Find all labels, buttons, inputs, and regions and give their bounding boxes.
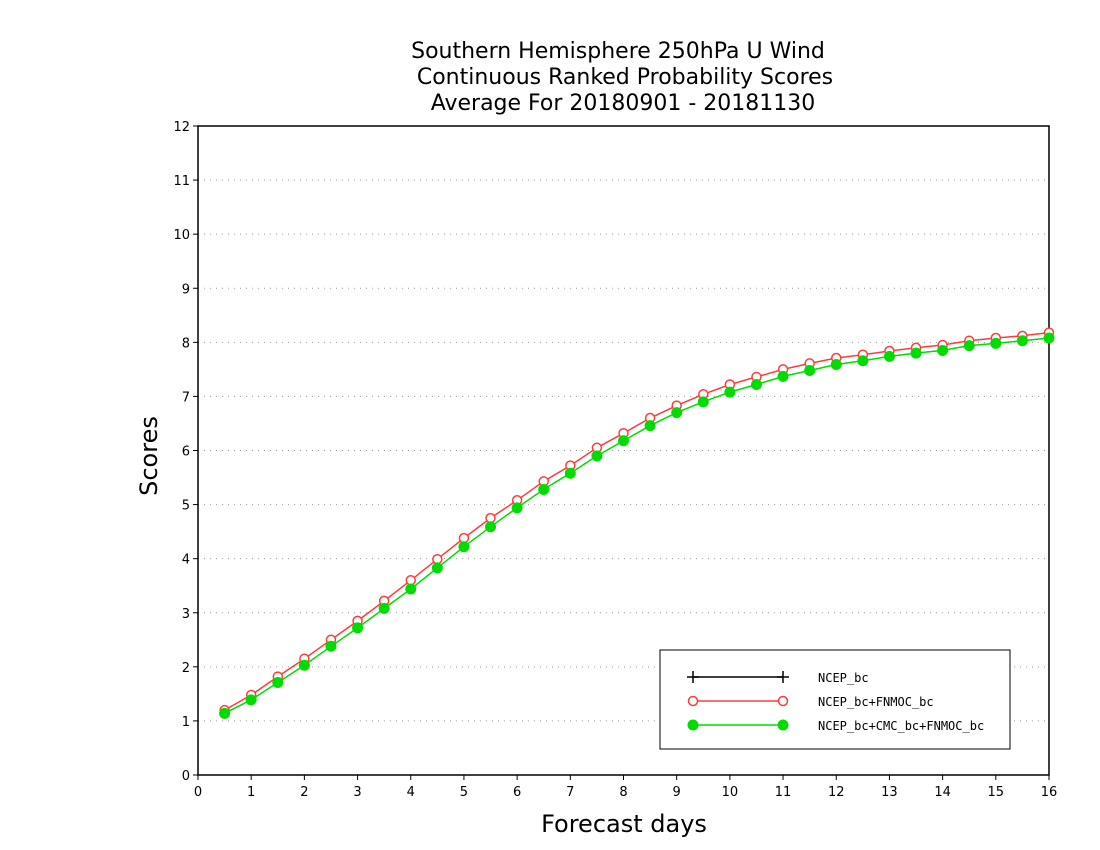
data-point bbox=[697, 396, 709, 408]
data-point bbox=[458, 532, 470, 544]
data-point bbox=[378, 602, 390, 614]
data-point bbox=[937, 344, 949, 356]
data-point bbox=[485, 521, 497, 533]
gridlines bbox=[198, 179, 1049, 722]
legend-marker-end bbox=[777, 695, 789, 707]
legend-marker-end bbox=[777, 671, 789, 683]
x-tick-label: 6 bbox=[513, 785, 521, 800]
y-tick-label: 9 bbox=[182, 282, 190, 297]
data-point bbox=[272, 677, 284, 689]
data-point bbox=[298, 659, 310, 671]
data-point bbox=[777, 370, 789, 382]
data-point bbox=[671, 407, 683, 419]
data-point bbox=[458, 541, 470, 553]
data-point bbox=[511, 502, 523, 514]
y-tick-label: 1 bbox=[182, 715, 190, 730]
y-tick-label: 10 bbox=[173, 228, 190, 243]
data-point bbox=[644, 420, 656, 432]
chart-title: Southern Hemisphere 250hPa U Wind Contin… bbox=[411, 39, 833, 116]
legend-marker-end bbox=[777, 719, 789, 731]
title-line-2: Continuous Ranked Probability Scores bbox=[417, 65, 833, 90]
legend-item-2: NCEP_bc+CMC_bc+FNMOC_bc bbox=[687, 719, 984, 733]
y-axis-label: Scores bbox=[135, 416, 163, 496]
x-tick-label: 11 bbox=[775, 785, 792, 800]
x-tick-label: 7 bbox=[566, 785, 574, 800]
data-point bbox=[431, 562, 443, 574]
data-point bbox=[538, 483, 550, 495]
data-point bbox=[618, 435, 629, 447]
legend-box bbox=[659, 649, 1011, 750]
legend-item-1: NCEP_bc+FNMOC_bc bbox=[687, 695, 934, 709]
legend: NCEP_bc NCEP_bc+FNMOC_bc NCEP_bc+CMC_bc+FN… bbox=[659, 649, 1011, 750]
x-tick-label: 0 bbox=[194, 785, 202, 800]
x-tick-label: 4 bbox=[407, 785, 415, 800]
y-tick-label: 0 bbox=[182, 769, 190, 784]
data-point bbox=[990, 337, 1002, 349]
data-point bbox=[830, 359, 842, 371]
legend-label: NCEP_bc+CMC_bc+FNMOC_bc bbox=[818, 719, 984, 733]
y-tick-label: 12 bbox=[173, 120, 190, 135]
x-tick-label: 10 bbox=[722, 785, 739, 800]
title-line-3: Average For 20180901 - 20181130 bbox=[431, 91, 816, 116]
y-tick-label: 7 bbox=[182, 390, 190, 405]
data-point bbox=[432, 553, 443, 565]
legend-item-0: NCEP_bc bbox=[687, 671, 869, 685]
data-point bbox=[564, 467, 576, 479]
x-tick-label: 8 bbox=[619, 785, 627, 800]
data-point bbox=[591, 450, 603, 462]
x-tick-label: 15 bbox=[988, 785, 1005, 800]
y-tick-label: 2 bbox=[182, 661, 190, 676]
data-point bbox=[724, 386, 736, 398]
series-layer bbox=[219, 327, 1055, 719]
data-point bbox=[245, 694, 257, 706]
x-tick-label: 1 bbox=[247, 785, 255, 800]
x-tick-label: 13 bbox=[881, 785, 898, 800]
data-point bbox=[857, 355, 869, 367]
title-line-1: Southern Hemisphere 250hPa U Wind bbox=[411, 39, 825, 64]
y-tick-label: 8 bbox=[182, 336, 190, 351]
data-point bbox=[963, 340, 975, 352]
x-axis-label: Forecast days bbox=[541, 810, 707, 838]
legend-label: NCEP_bc bbox=[818, 671, 869, 685]
x-tick-label: 14 bbox=[934, 785, 951, 800]
x-tick-label: 9 bbox=[673, 785, 681, 800]
y-tick-label: 11 bbox=[173, 174, 190, 189]
y-tick-label: 6 bbox=[182, 445, 190, 460]
data-point bbox=[804, 364, 816, 376]
data-point bbox=[485, 512, 496, 524]
data-point bbox=[405, 583, 417, 595]
data-point bbox=[910, 347, 922, 359]
legend-label: NCEP_bc+FNMOC_bc bbox=[818, 695, 934, 709]
x-tick-label: 12 bbox=[828, 785, 845, 800]
x-tick-label: 5 bbox=[460, 785, 468, 800]
y-tick-label: 3 bbox=[182, 607, 190, 622]
series-2 bbox=[219, 332, 1055, 719]
y-tick-label: 4 bbox=[182, 553, 190, 568]
data-point bbox=[1016, 335, 1028, 347]
data-point bbox=[1043, 332, 1055, 344]
legend-marker-start bbox=[687, 671, 699, 683]
data-point bbox=[352, 622, 364, 634]
data-point bbox=[405, 575, 416, 586]
data-point bbox=[883, 350, 895, 362]
x-tick-label: 16 bbox=[1041, 785, 1058, 800]
x-tick-label: 3 bbox=[353, 785, 361, 800]
data-point bbox=[219, 707, 231, 719]
data-point bbox=[325, 640, 337, 652]
y-tick-label: 5 bbox=[182, 499, 190, 514]
data-point bbox=[750, 379, 762, 391]
x-tick-label: 2 bbox=[300, 785, 308, 800]
legend-marker-start bbox=[687, 695, 699, 707]
legend-marker-start bbox=[687, 719, 699, 731]
